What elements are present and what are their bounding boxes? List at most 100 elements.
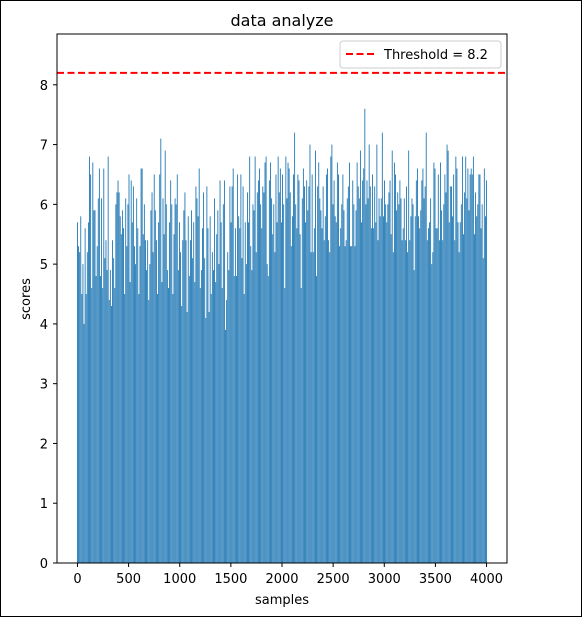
bar bbox=[330, 156, 332, 564]
bar bbox=[346, 198, 348, 563]
bar bbox=[457, 222, 459, 564]
bar bbox=[474, 234, 475, 564]
bar bbox=[272, 234, 274, 564]
bar bbox=[215, 282, 217, 563]
bar bbox=[256, 192, 258, 563]
bar bbox=[425, 132, 427, 563]
bar bbox=[105, 240, 107, 563]
bar bbox=[216, 234, 218, 564]
bar bbox=[359, 150, 361, 563]
y-tick-label: 4 bbox=[40, 318, 48, 333]
bar bbox=[189, 240, 191, 563]
bar bbox=[466, 198, 468, 563]
bar bbox=[124, 294, 126, 563]
bar bbox=[154, 210, 156, 563]
bar bbox=[120, 234, 122, 564]
bar bbox=[136, 198, 138, 563]
bar bbox=[414, 216, 416, 563]
bar bbox=[289, 192, 291, 563]
bar bbox=[222, 204, 224, 564]
bar bbox=[257, 180, 259, 563]
bar bbox=[442, 240, 444, 563]
bar bbox=[423, 198, 425, 563]
bar bbox=[174, 198, 176, 563]
x-tick-label: 3500 bbox=[419, 572, 452, 587]
bar bbox=[311, 174, 313, 563]
bar bbox=[138, 294, 140, 563]
bar bbox=[446, 144, 448, 563]
bar bbox=[141, 168, 143, 564]
bar bbox=[375, 222, 377, 564]
bar bbox=[386, 222, 388, 564]
bar bbox=[164, 150, 166, 563]
bar bbox=[85, 294, 87, 563]
bar bbox=[172, 294, 174, 563]
bar bbox=[128, 174, 130, 563]
bar bbox=[92, 162, 94, 563]
bar bbox=[195, 186, 197, 564]
y-axis: 0 1 2 3 4 5 6 7 8 bbox=[40, 79, 57, 572]
bar bbox=[229, 186, 231, 564]
bar bbox=[77, 222, 78, 564]
bar bbox=[298, 180, 300, 563]
bar bbox=[191, 210, 192, 563]
bar bbox=[93, 210, 95, 563]
bar bbox=[103, 168, 105, 564]
bar bbox=[452, 216, 453, 563]
y-tick-label: 7 bbox=[40, 139, 48, 154]
bar bbox=[130, 180, 132, 563]
bar bbox=[98, 168, 100, 564]
bar bbox=[169, 222, 171, 564]
bar bbox=[424, 186, 426, 564]
bar bbox=[353, 204, 355, 564]
bar bbox=[132, 186, 134, 564]
bar bbox=[447, 150, 449, 563]
bar bbox=[451, 186, 452, 564]
bar bbox=[347, 186, 349, 564]
bar bbox=[392, 252, 394, 563]
bar bbox=[277, 156, 279, 564]
bar bbox=[111, 305, 112, 563]
bar bbox=[351, 246, 353, 563]
bar bbox=[395, 174, 396, 563]
bar bbox=[322, 186, 324, 564]
bar bbox=[388, 192, 390, 563]
bar bbox=[338, 174, 339, 563]
x-tick-label: 2000 bbox=[265, 572, 298, 587]
bar bbox=[413, 270, 415, 563]
bar bbox=[197, 216, 199, 563]
bar bbox=[236, 276, 237, 563]
bar bbox=[129, 282, 131, 563]
bar bbox=[312, 252, 314, 563]
bar bbox=[223, 180, 225, 563]
bar bbox=[328, 240, 330, 563]
bar bbox=[485, 216, 486, 563]
bar bbox=[433, 162, 435, 563]
bar bbox=[482, 258, 484, 563]
bar bbox=[102, 288, 104, 563]
bar bbox=[365, 204, 367, 564]
x-axis: 0 500 1000 1500 2000 2500 3000 3500 4000 bbox=[73, 563, 503, 587]
bar bbox=[406, 186, 407, 564]
bar bbox=[162, 198, 164, 563]
bar bbox=[400, 198, 402, 563]
bar bbox=[350, 246, 351, 563]
bar bbox=[165, 204, 167, 564]
bar bbox=[355, 210, 357, 563]
bar bbox=[218, 264, 220, 563]
bar bbox=[301, 198, 303, 563]
bar bbox=[334, 216, 336, 563]
bar bbox=[259, 168, 260, 564]
bar bbox=[393, 162, 395, 563]
bar bbox=[464, 192, 466, 563]
bar bbox=[97, 198, 99, 563]
bar bbox=[192, 258, 194, 563]
bar bbox=[104, 258, 106, 563]
bar bbox=[344, 246, 346, 563]
bar bbox=[404, 240, 406, 563]
bar bbox=[317, 186, 319, 564]
bar bbox=[121, 210, 123, 563]
bar bbox=[198, 168, 200, 564]
bar bbox=[175, 204, 177, 564]
bar bbox=[242, 186, 244, 564]
